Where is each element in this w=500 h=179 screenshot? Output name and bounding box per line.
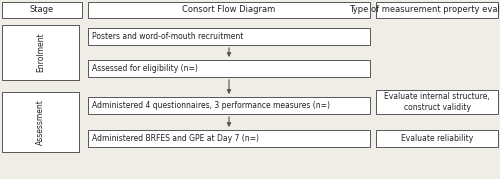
Bar — [2, 25, 79, 80]
Text: Evaluate reliability: Evaluate reliability — [401, 134, 473, 143]
Bar — [376, 90, 498, 114]
Bar — [88, 2, 370, 18]
Bar — [88, 28, 370, 45]
Bar — [88, 60, 370, 77]
Text: Assessed for eligibility (n=): Assessed for eligibility (n=) — [92, 64, 198, 73]
Bar — [88, 97, 370, 114]
Text: Posters and word-of-mouth recruitment: Posters and word-of-mouth recruitment — [92, 32, 244, 41]
Bar — [376, 2, 498, 18]
Bar — [376, 130, 498, 147]
Text: Administered 4 questionnaires, 3 performance measures (n=): Administered 4 questionnaires, 3 perform… — [92, 101, 330, 110]
Text: Type of measurement property evaluated: Type of measurement property evaluated — [350, 6, 500, 14]
Bar — [88, 130, 370, 147]
Text: Evaluate internal structure,
construct validity: Evaluate internal structure, construct v… — [384, 92, 490, 112]
Bar — [2, 2, 82, 18]
Bar — [2, 92, 79, 152]
Text: Consort Flow Diagram: Consort Flow Diagram — [182, 6, 276, 14]
Text: Enrolment: Enrolment — [36, 33, 45, 72]
Text: Administered BRFES and GPE at Day 7 (n=): Administered BRFES and GPE at Day 7 (n=) — [92, 134, 259, 143]
Text: Stage: Stage — [30, 6, 54, 14]
Text: Assessment: Assessment — [36, 99, 45, 145]
